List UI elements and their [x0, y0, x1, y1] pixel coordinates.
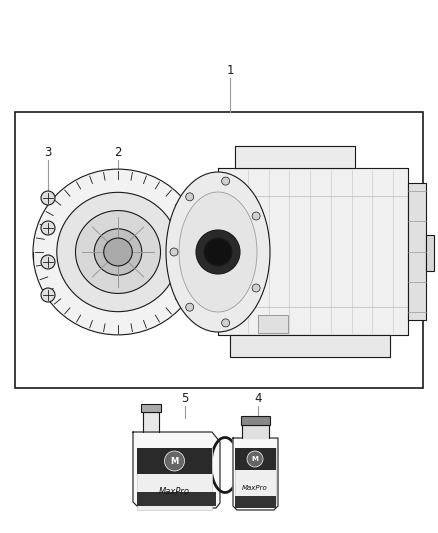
Polygon shape [143, 412, 159, 432]
Text: M: M [251, 456, 258, 462]
Text: MaxPro: MaxPro [242, 485, 268, 491]
Bar [426, 235, 434, 271]
Circle shape [41, 255, 55, 269]
Circle shape [170, 248, 178, 256]
Bar [258, 315, 288, 333]
Bar [408, 183, 426, 320]
Bar [241, 416, 270, 425]
Circle shape [196, 230, 240, 274]
Circle shape [252, 284, 260, 292]
Polygon shape [235, 146, 355, 168]
Text: 1: 1 [226, 63, 234, 77]
Ellipse shape [94, 229, 142, 275]
Bar [137, 492, 216, 506]
Circle shape [247, 451, 263, 467]
Bar [235, 448, 276, 470]
Text: MaxPro: MaxPro [159, 488, 190, 497]
Bar [15, 112, 423, 388]
Polygon shape [230, 335, 390, 357]
Circle shape [165, 451, 184, 471]
Ellipse shape [57, 192, 179, 312]
Ellipse shape [75, 211, 160, 294]
Ellipse shape [166, 172, 270, 332]
Ellipse shape [104, 238, 132, 266]
Text: 3: 3 [44, 146, 52, 158]
Polygon shape [242, 425, 269, 438]
Circle shape [41, 191, 55, 205]
Bar [137, 448, 212, 510]
Bar [141, 404, 161, 412]
Circle shape [222, 319, 230, 327]
Text: 4: 4 [254, 392, 262, 405]
Text: 5: 5 [181, 392, 189, 405]
Bar [235, 448, 276, 503]
Polygon shape [233, 438, 278, 510]
Ellipse shape [33, 169, 203, 335]
Polygon shape [218, 168, 408, 335]
Text: 2: 2 [114, 146, 122, 158]
Circle shape [41, 221, 55, 235]
Bar [235, 496, 276, 508]
Bar [137, 448, 212, 474]
Circle shape [222, 177, 230, 185]
Circle shape [252, 212, 260, 220]
Circle shape [41, 288, 55, 302]
Circle shape [186, 303, 194, 311]
Ellipse shape [179, 192, 257, 312]
Circle shape [204, 238, 232, 266]
Text: M: M [170, 456, 179, 465]
Polygon shape [133, 432, 220, 508]
Circle shape [186, 193, 194, 201]
